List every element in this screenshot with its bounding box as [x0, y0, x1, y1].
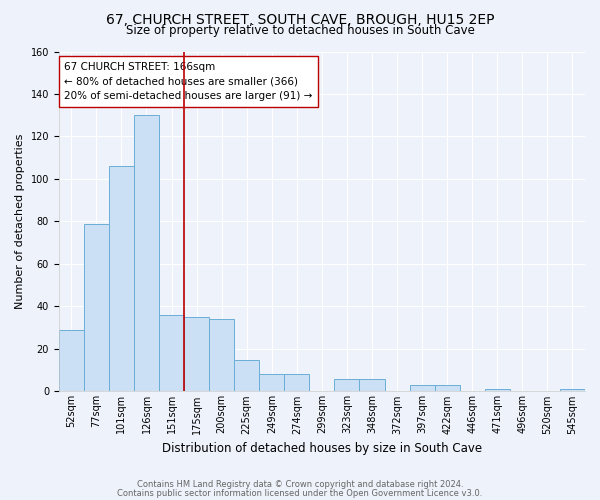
X-axis label: Distribution of detached houses by size in South Cave: Distribution of detached houses by size …: [162, 442, 482, 455]
Bar: [134, 115, 159, 392]
Text: 67 CHURCH STREET: 166sqm
← 80% of detached houses are smaller (366)
20% of semi-: 67 CHURCH STREET: 166sqm ← 80% of detach…: [64, 62, 313, 102]
Bar: [560, 390, 585, 392]
Text: Contains HM Land Registry data © Crown copyright and database right 2024.: Contains HM Land Registry data © Crown c…: [137, 480, 463, 489]
Text: Size of property relative to detached houses in South Cave: Size of property relative to detached ho…: [125, 24, 475, 37]
Bar: [84, 224, 109, 392]
Bar: [485, 390, 510, 392]
Bar: [184, 317, 209, 392]
Bar: [234, 360, 259, 392]
Bar: [434, 385, 460, 392]
Bar: [334, 378, 359, 392]
Bar: [259, 374, 284, 392]
Bar: [159, 315, 184, 392]
Bar: [410, 385, 434, 392]
Y-axis label: Number of detached properties: Number of detached properties: [15, 134, 25, 309]
Bar: [209, 319, 234, 392]
Text: 67, CHURCH STREET, SOUTH CAVE, BROUGH, HU15 2EP: 67, CHURCH STREET, SOUTH CAVE, BROUGH, H…: [106, 12, 494, 26]
Text: Contains public sector information licensed under the Open Government Licence v3: Contains public sector information licen…: [118, 488, 482, 498]
Bar: [59, 330, 84, 392]
Bar: [359, 378, 385, 392]
Bar: [109, 166, 134, 392]
Bar: [284, 374, 310, 392]
